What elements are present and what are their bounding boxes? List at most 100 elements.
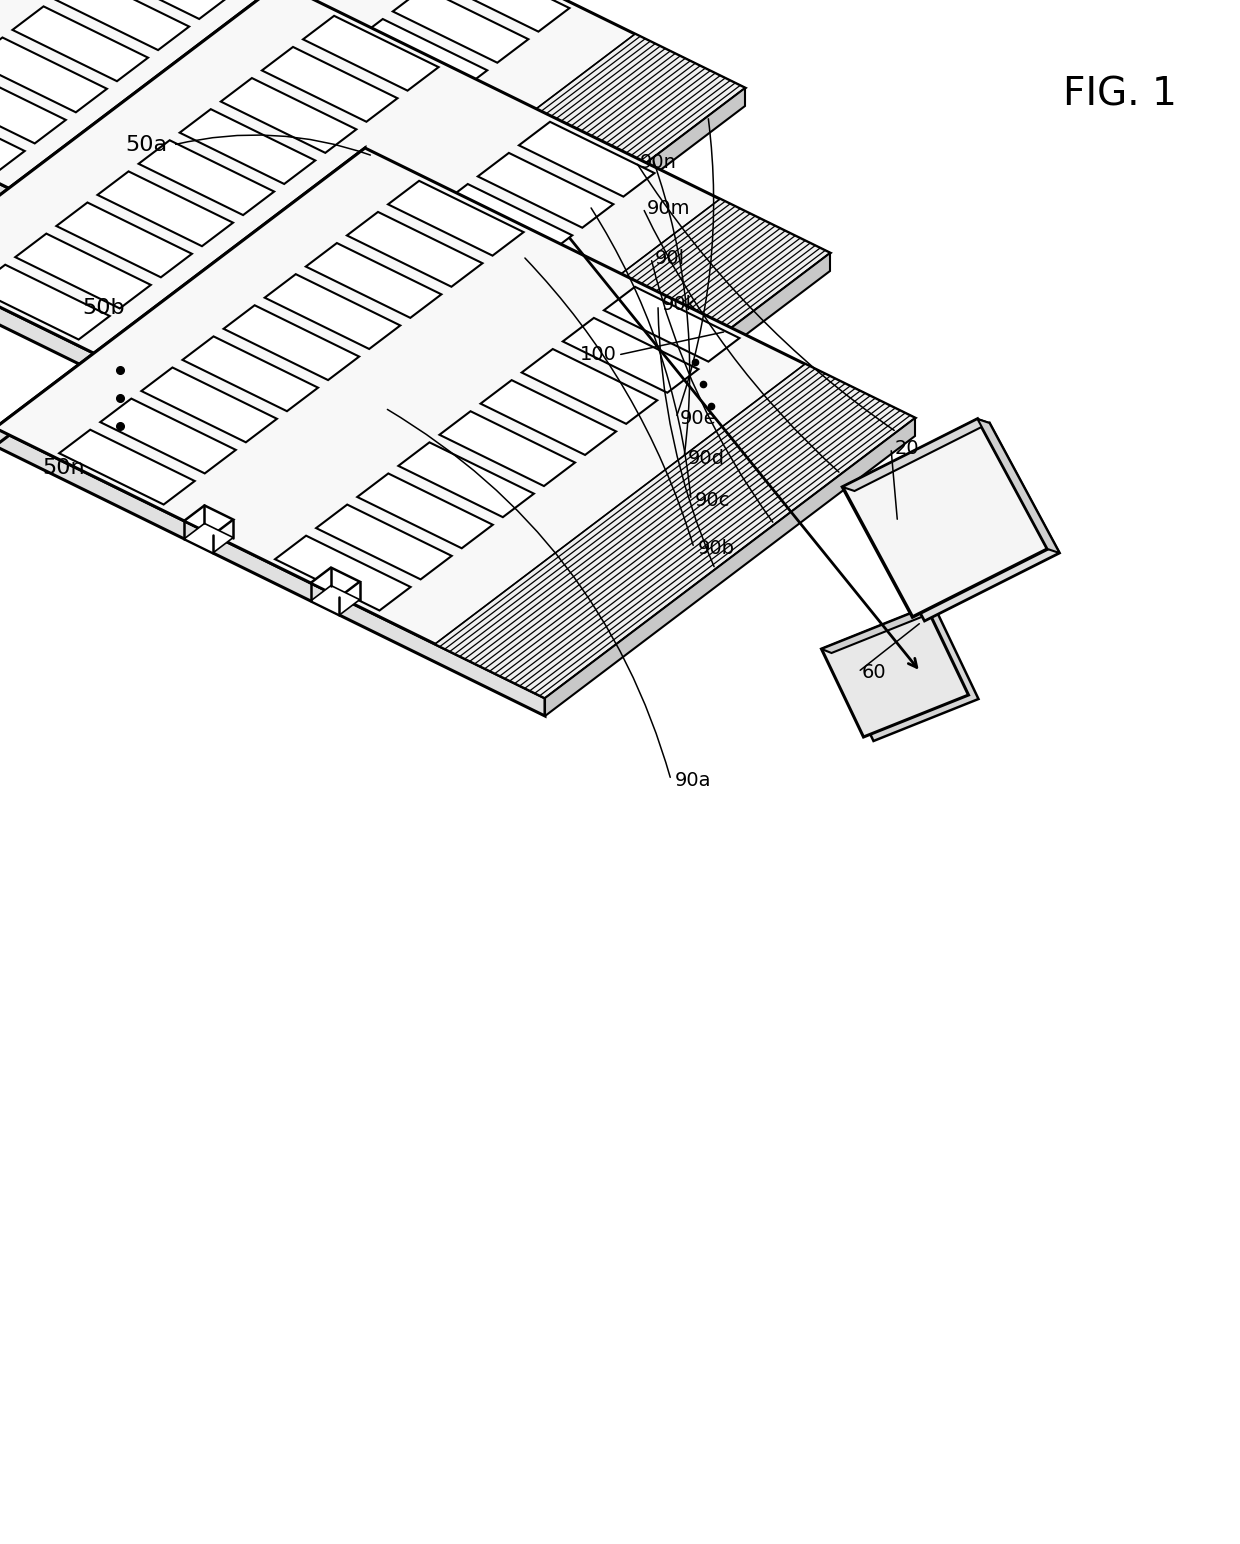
Polygon shape [435,364,915,698]
Polygon shape [264,275,401,349]
Polygon shape [522,349,657,425]
Polygon shape [310,49,446,125]
Polygon shape [357,474,492,548]
Polygon shape [94,0,231,19]
Polygon shape [303,15,439,91]
Polygon shape [262,46,398,122]
Polygon shape [393,0,528,63]
Polygon shape [275,536,410,610]
Polygon shape [460,253,830,551]
Polygon shape [347,212,482,287]
Polygon shape [350,199,830,533]
Polygon shape [14,176,63,205]
Polygon shape [15,233,151,309]
Polygon shape [105,205,241,281]
Polygon shape [0,0,830,533]
Polygon shape [311,568,360,598]
Text: 100: 100 [580,346,616,364]
Text: 50a: 50a [125,134,167,154]
Polygon shape [436,184,573,259]
Text: 90c: 90c [694,491,730,510]
Polygon shape [146,174,281,250]
Polygon shape [99,358,149,388]
Polygon shape [141,367,277,442]
Polygon shape [182,337,317,411]
Polygon shape [388,181,523,256]
Polygon shape [0,68,66,144]
Polygon shape [306,242,441,318]
Polygon shape [0,0,745,367]
Polygon shape [0,148,365,446]
Polygon shape [977,418,1059,553]
Polygon shape [854,423,1059,621]
Polygon shape [0,100,25,174]
Polygon shape [604,287,739,361]
Polygon shape [190,371,326,446]
Text: 90d: 90d [688,448,725,468]
Polygon shape [355,245,490,321]
Polygon shape [273,309,408,383]
Polygon shape [477,153,614,227]
Polygon shape [0,0,195,116]
Polygon shape [184,505,233,534]
Polygon shape [139,141,274,215]
Polygon shape [0,37,107,113]
Polygon shape [0,148,915,698]
Polygon shape [518,122,655,196]
Polygon shape [223,306,360,380]
Polygon shape [99,340,149,371]
Polygon shape [434,0,569,31]
Polygon shape [228,113,363,187]
Text: 90k: 90k [662,295,698,315]
Polygon shape [821,607,968,736]
Polygon shape [0,428,546,716]
Polygon shape [184,523,233,553]
Polygon shape [180,110,315,184]
Text: 20: 20 [895,438,920,457]
Polygon shape [60,429,195,505]
Text: 90n: 90n [640,153,677,171]
Polygon shape [226,403,275,432]
Polygon shape [398,442,534,517]
Polygon shape [14,193,63,222]
Polygon shape [842,418,990,491]
Polygon shape [269,82,405,156]
Polygon shape [12,6,148,82]
Polygon shape [53,0,190,49]
Polygon shape [821,607,936,653]
Polygon shape [374,88,745,386]
Polygon shape [0,0,280,281]
Text: 50n: 50n [42,459,84,479]
Text: 90b: 90b [698,539,735,557]
Polygon shape [221,79,356,153]
Polygon shape [0,262,460,551]
Text: 90m: 90m [647,199,691,218]
Polygon shape [100,398,236,474]
Polygon shape [439,411,575,486]
Polygon shape [56,202,192,278]
Polygon shape [187,144,322,218]
Polygon shape [0,97,374,386]
Polygon shape [0,264,109,340]
Polygon shape [396,215,531,290]
Text: 50b: 50b [82,298,125,318]
Polygon shape [832,611,978,741]
Polygon shape [98,171,233,245]
Text: 90a: 90a [675,770,712,789]
Polygon shape [226,420,275,449]
Polygon shape [140,256,190,286]
Polygon shape [546,418,915,716]
Text: FIG. 1: FIG. 1 [1063,76,1177,114]
Text: 60: 60 [862,662,887,681]
Polygon shape [481,380,616,455]
Polygon shape [311,585,360,615]
Polygon shape [231,340,367,414]
Polygon shape [316,505,451,579]
Polygon shape [314,278,449,352]
Polygon shape [352,19,487,94]
Polygon shape [563,318,698,392]
Text: 90e: 90e [680,409,717,428]
Polygon shape [265,34,745,367]
Polygon shape [140,238,190,267]
Text: 90l: 90l [655,249,686,267]
